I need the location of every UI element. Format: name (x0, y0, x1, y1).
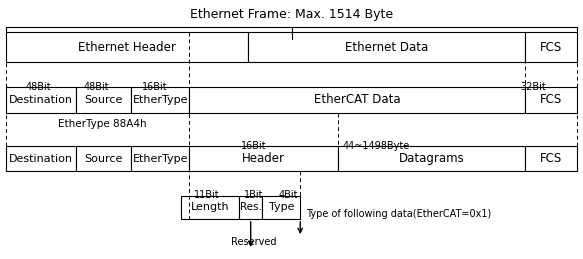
Text: Header: Header (243, 152, 285, 165)
Text: 4Bit: 4Bit (279, 190, 298, 200)
Text: EtherType: EtherType (132, 95, 188, 105)
Bar (6, 32, 248, 62)
Bar (131, 146, 189, 171)
Text: EtherType: EtherType (132, 154, 188, 163)
Text: Source: Source (85, 154, 122, 163)
Text: 48Bit: 48Bit (83, 82, 109, 92)
Text: 16Bit: 16Bit (142, 82, 167, 92)
Text: 1Bit: 1Bit (244, 190, 264, 200)
Text: Destination: Destination (9, 95, 73, 105)
Text: FCS: FCS (540, 93, 562, 106)
Bar (525, 32, 577, 62)
Bar (189, 146, 338, 171)
Bar (189, 87, 525, 113)
Text: FCS: FCS (540, 41, 562, 54)
Text: Res.: Res. (240, 202, 262, 212)
Bar (6, 146, 76, 171)
Text: FCS: FCS (540, 152, 562, 165)
Text: 44~1498Byte: 44~1498Byte (342, 141, 410, 150)
Bar (239, 196, 262, 219)
Bar (338, 146, 525, 171)
Text: Reserved: Reserved (231, 237, 276, 247)
Text: 16Bit: 16Bit (241, 141, 266, 150)
Text: 48Bit: 48Bit (25, 82, 51, 92)
Text: Source: Source (85, 95, 122, 105)
Text: EtherCAT Data: EtherCAT Data (314, 93, 401, 106)
Text: 11Bit: 11Bit (194, 190, 220, 200)
Text: Type: Type (269, 202, 294, 212)
Text: Destination: Destination (9, 154, 73, 163)
Text: Datagrams: Datagrams (399, 152, 464, 165)
Bar (76, 146, 131, 171)
Text: Length: Length (191, 202, 229, 212)
Bar (525, 146, 577, 171)
Bar (6, 87, 76, 113)
Bar (262, 196, 300, 219)
Bar (248, 32, 525, 62)
Text: EtherType 88A4h: EtherType 88A4h (58, 119, 146, 129)
Text: Type of following data(EtherCAT=0x1): Type of following data(EtherCAT=0x1) (306, 209, 491, 219)
Bar (181, 196, 239, 219)
Bar (525, 87, 577, 113)
Bar (131, 87, 189, 113)
Text: Ethernet Header: Ethernet Header (78, 41, 175, 54)
Text: Ethernet Data: Ethernet Data (345, 41, 428, 54)
Text: 32Bit: 32Bit (521, 82, 546, 92)
Text: Ethernet Frame: Max. 1514 Byte: Ethernet Frame: Max. 1514 Byte (190, 8, 393, 21)
Bar (76, 87, 131, 113)
